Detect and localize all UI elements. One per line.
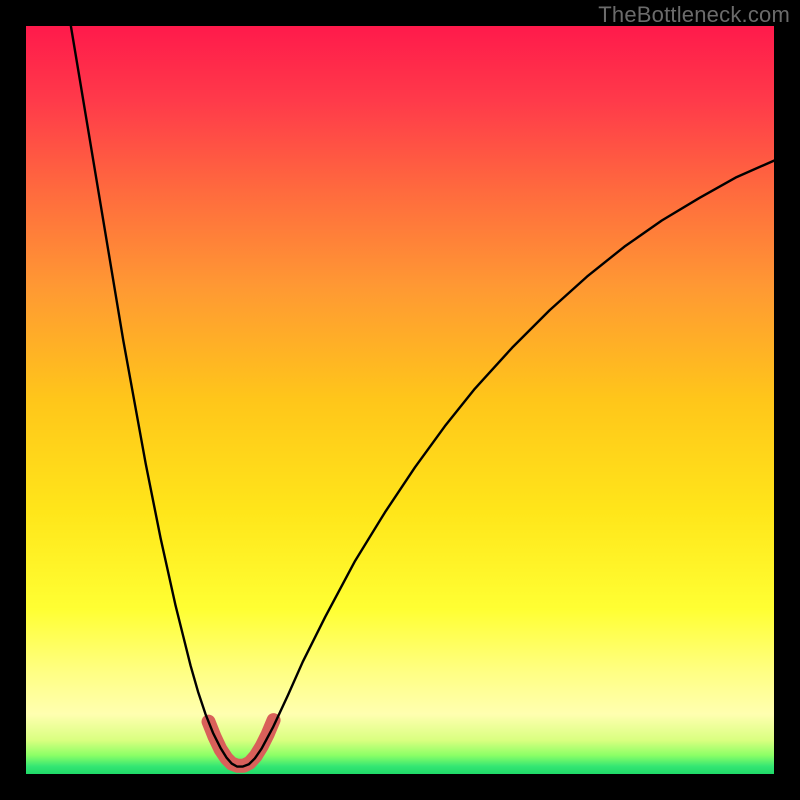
bottleneck-chart xyxy=(0,0,800,800)
figure-root: TheBottleneck.com xyxy=(0,0,800,800)
watermark-text: TheBottleneck.com xyxy=(598,2,790,28)
